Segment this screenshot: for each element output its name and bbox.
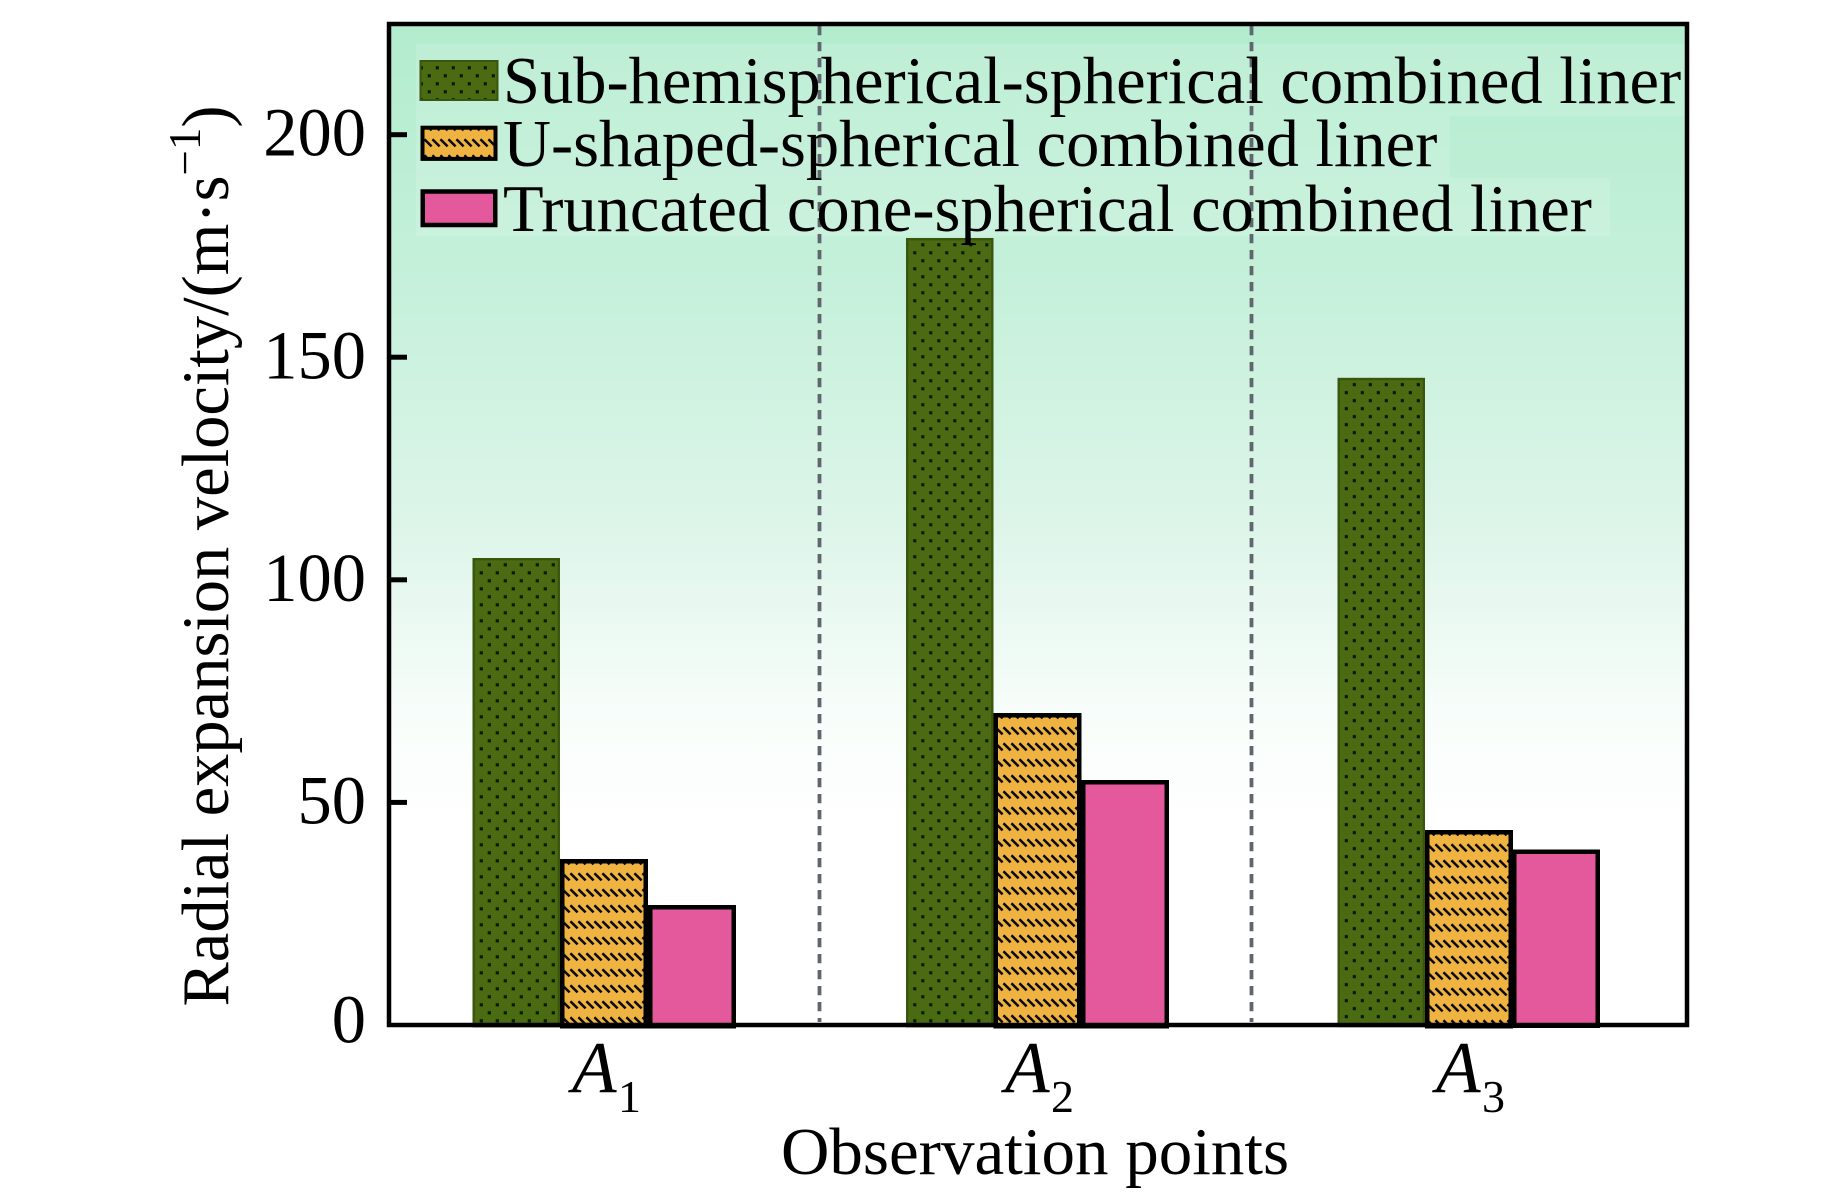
svg-text:A: A (1432, 1027, 1481, 1108)
svg-text:Truncated cone-spherical combi: Truncated cone-spherical combined liner (503, 173, 1592, 246)
svg-text:150: 150 (263, 318, 366, 394)
svg-text:1: 1 (618, 1071, 641, 1122)
svg-text:Radial expansion velocity/(m·s: Radial expansion velocity/(m·s−1) (160, 105, 243, 1006)
svg-text:A: A (568, 1027, 617, 1108)
svg-text:3: 3 (1482, 1071, 1505, 1122)
svg-text:0: 0 (332, 982, 366, 1058)
svg-text:200: 200 (263, 95, 366, 171)
svg-text:100: 100 (263, 540, 366, 616)
svg-text:U-shaped-spherical combined li: U-shaped-spherical combined liner (503, 108, 1437, 181)
svg-text:A: A (1001, 1027, 1050, 1108)
svg-text:50: 50 (298, 762, 367, 838)
svg-text:Sub-hemispherical-spherical co: Sub-hemispherical-spherical combined lin… (503, 45, 1681, 118)
svg-text:Observation points: Observation points (781, 1115, 1289, 1189)
svg-text:2: 2 (1051, 1071, 1074, 1122)
